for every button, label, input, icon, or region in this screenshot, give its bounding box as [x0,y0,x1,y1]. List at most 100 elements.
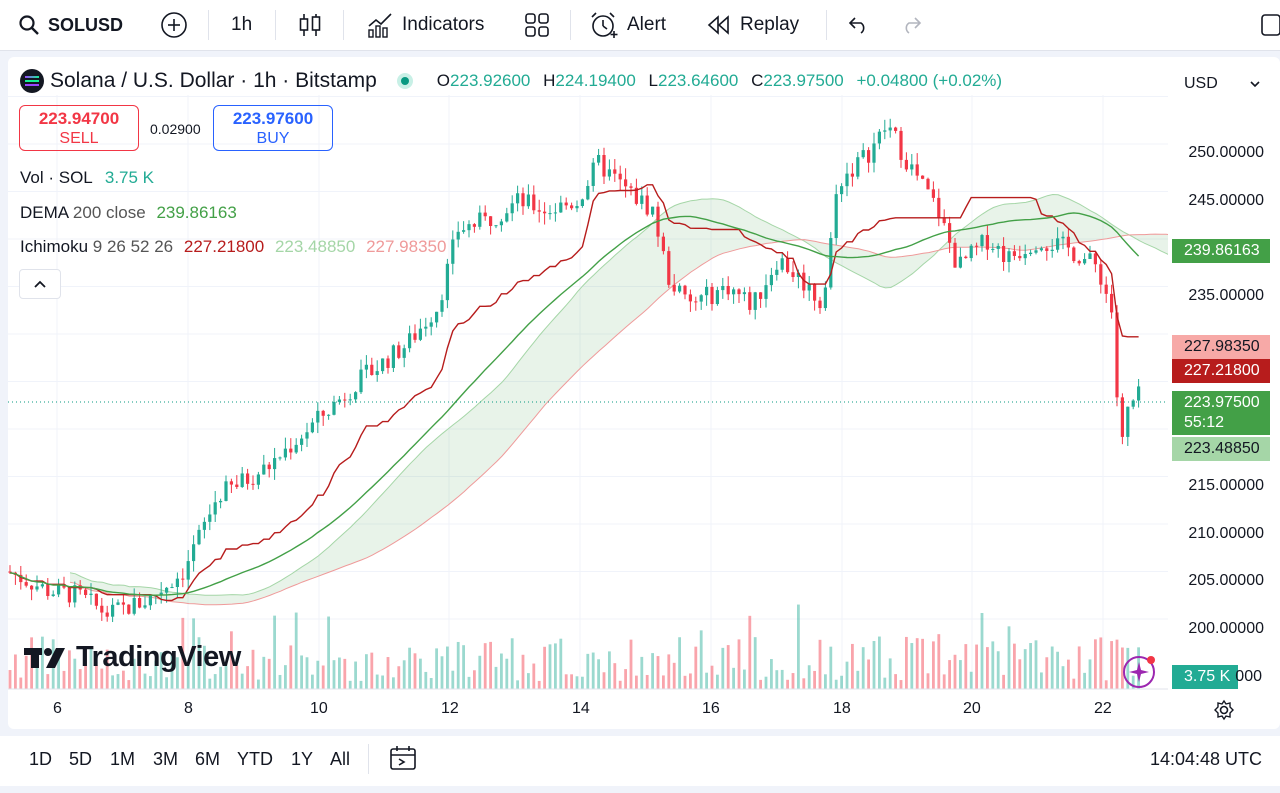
range-3m-button[interactable]: 3M [153,749,179,769]
toolbar-divider [208,10,209,40]
candlestick-icon [299,14,321,36]
toolbar-divider [275,10,276,40]
chart-panel[interactable]: Solana / U.S. Dollar · 1h · Bitstamp O22… [8,57,1280,729]
axis-settings-button[interactable] [1213,699,1235,726]
go-to-date-button[interactable] [389,745,417,778]
ohlc-values: O223.92600 H224.19400 L223.64600 C223.97… [437,71,1010,91]
last-price-value: 223.97500 [1184,394,1260,411]
range-1y-button[interactable]: 1Y [291,749,314,769]
grid-layout-icon [525,13,549,37]
fullscreen-button[interactable] [1260,0,1280,50]
undo-icon [848,17,865,34]
search-icon [19,15,39,35]
alert-label: Alert [627,14,667,35]
volume-indicator-value: 3.75 K [104,168,155,187]
toolbar-divider [343,10,344,40]
compare-symbol-button[interactable] [160,0,188,50]
utc-clock[interactable]: 14:04:48 UTC [1149,749,1262,769]
chart-legend: Solana / U.S. Dollar · 1h · Bitstamp O22… [20,69,1010,93]
legend-symbol-title[interactable]: Solana / U.S. Dollar · 1h · Bitstamp [50,69,377,92]
alert-button[interactable]: Alert [589,0,666,50]
range-ytd-button[interactable]: YTD [237,749,273,769]
currency-select[interactable]: USD [1176,69,1270,99]
bar-countdown: 55:12 [1184,414,1225,431]
ai-assistant-button[interactable] [1120,655,1158,694]
price-tick: 250.00000 [1188,144,1264,161]
alarm-clock-icon [591,12,618,38]
time-tick: 10 [310,700,328,717]
sell-label: SELL [59,130,99,147]
time-tick: 20 [963,700,981,717]
time-tick: 12 [441,700,459,717]
buy-button[interactable]: 223.97600 BUY [213,105,333,151]
sell-price: 223.94700 [38,109,120,128]
spread-value: 0.02900 [150,121,201,137]
symbol-name: SOLUSD [48,14,124,35]
volume-indicator-legend[interactable]: Vol · SOL 3.75 K [20,168,154,188]
toolbar-divider [570,10,571,40]
time-tick: 8 [184,700,193,717]
collapse-legend-button[interactable] [19,269,61,299]
time-tick: 6 [53,700,62,717]
bottom-toolbar: 1D 5D 1M 3M 6M YTD 1Y All 14:04:48 UTC [0,736,1280,786]
layouts-button[interactable] [524,0,550,50]
indicators-button[interactable]: Indicators [366,0,484,50]
sell-button[interactable]: 223.94700 SELL [19,105,139,151]
buy-price: 223.97600 [232,109,314,128]
interval-button[interactable]: 1h [231,0,252,50]
calendar-goto-icon [390,746,416,770]
ichimoku-tenkan-value: 223.48850 [274,237,356,256]
close-label: C [751,71,764,90]
toolbar-divider [826,10,827,40]
time-tick: 14 [572,700,590,717]
range-5d-button[interactable]: 5D [69,749,93,769]
open-label: O [436,71,451,90]
indicators-label: Indicators [402,14,485,35]
range-1d-button[interactable]: 1D [29,749,53,769]
tenkan-price-label: 223.48850 [1172,437,1270,461]
chart-type-button[interactable] [298,0,322,50]
time-tick: 22 [1094,700,1112,717]
chevron-down-icon [1250,81,1260,88]
change-value: +0.04800 (+0.02%) [856,71,1003,90]
ichimoku-indicator-params: 9 26 52 26 [92,237,174,256]
dema-indicator-params: 200 close [72,203,146,222]
price-tick: 245.00000 [1188,192,1264,209]
price-chart-canvas[interactable] [8,57,1280,729]
range-1m-button[interactable]: 1M [110,749,136,769]
candlestick-series [8,118,1141,623]
window-icon [1261,14,1280,36]
plus-circle-icon [161,12,187,38]
ichimoku-indicator-legend[interactable]: Ichimoku 9 26 52 26 227.21800 223.48850 … [20,237,446,257]
ichimoku-kijun-value: 227.21800 [183,237,265,256]
volume-indicator-name: Vol · SOL [20,168,93,187]
ichimoku-senkou-value: 227.98350 [366,237,447,256]
top-toolbar: SOLUSD 1h Indicators Alert Replay [0,0,1280,51]
symbol-search-button[interactable]: SOLUSD [18,0,123,50]
tradingview-wordmark: TradingView [76,641,241,673]
redo-button[interactable] [900,0,924,50]
rewind-icon [707,15,729,35]
price-tick: 215.00000 [1188,477,1264,494]
tradingview-logo-icon [24,647,65,668]
gear-icon [1214,699,1234,721]
undo-button[interactable] [846,0,870,50]
range-all-button[interactable]: All [330,749,351,769]
open-value: 223.92600 [450,71,531,90]
volume-axis-label: 3.75 K [1172,665,1238,689]
senkou-b-price-label: 227.98350 [1172,335,1270,359]
dema-indicator-name: DEMA [20,203,69,222]
low-value: 223.64600 [658,71,739,90]
range-6m-button[interactable]: 6M [195,749,221,769]
time-tick: 18 [833,700,851,717]
close-value: 223.97500 [763,71,844,90]
dema-price-label: 239.86163 [1172,239,1270,263]
low-label: L [648,71,658,90]
dema-indicator-legend[interactable]: DEMA 200 close 239.86163 [20,203,237,223]
replay-button[interactable]: Replay [706,0,799,50]
redo-icon [905,17,922,34]
kijun-price-label: 227.21800 [1172,359,1270,383]
chevron-up-icon [34,280,46,288]
interval-label: 1h [231,14,253,35]
price-tick: 235.00000 [1188,287,1264,304]
